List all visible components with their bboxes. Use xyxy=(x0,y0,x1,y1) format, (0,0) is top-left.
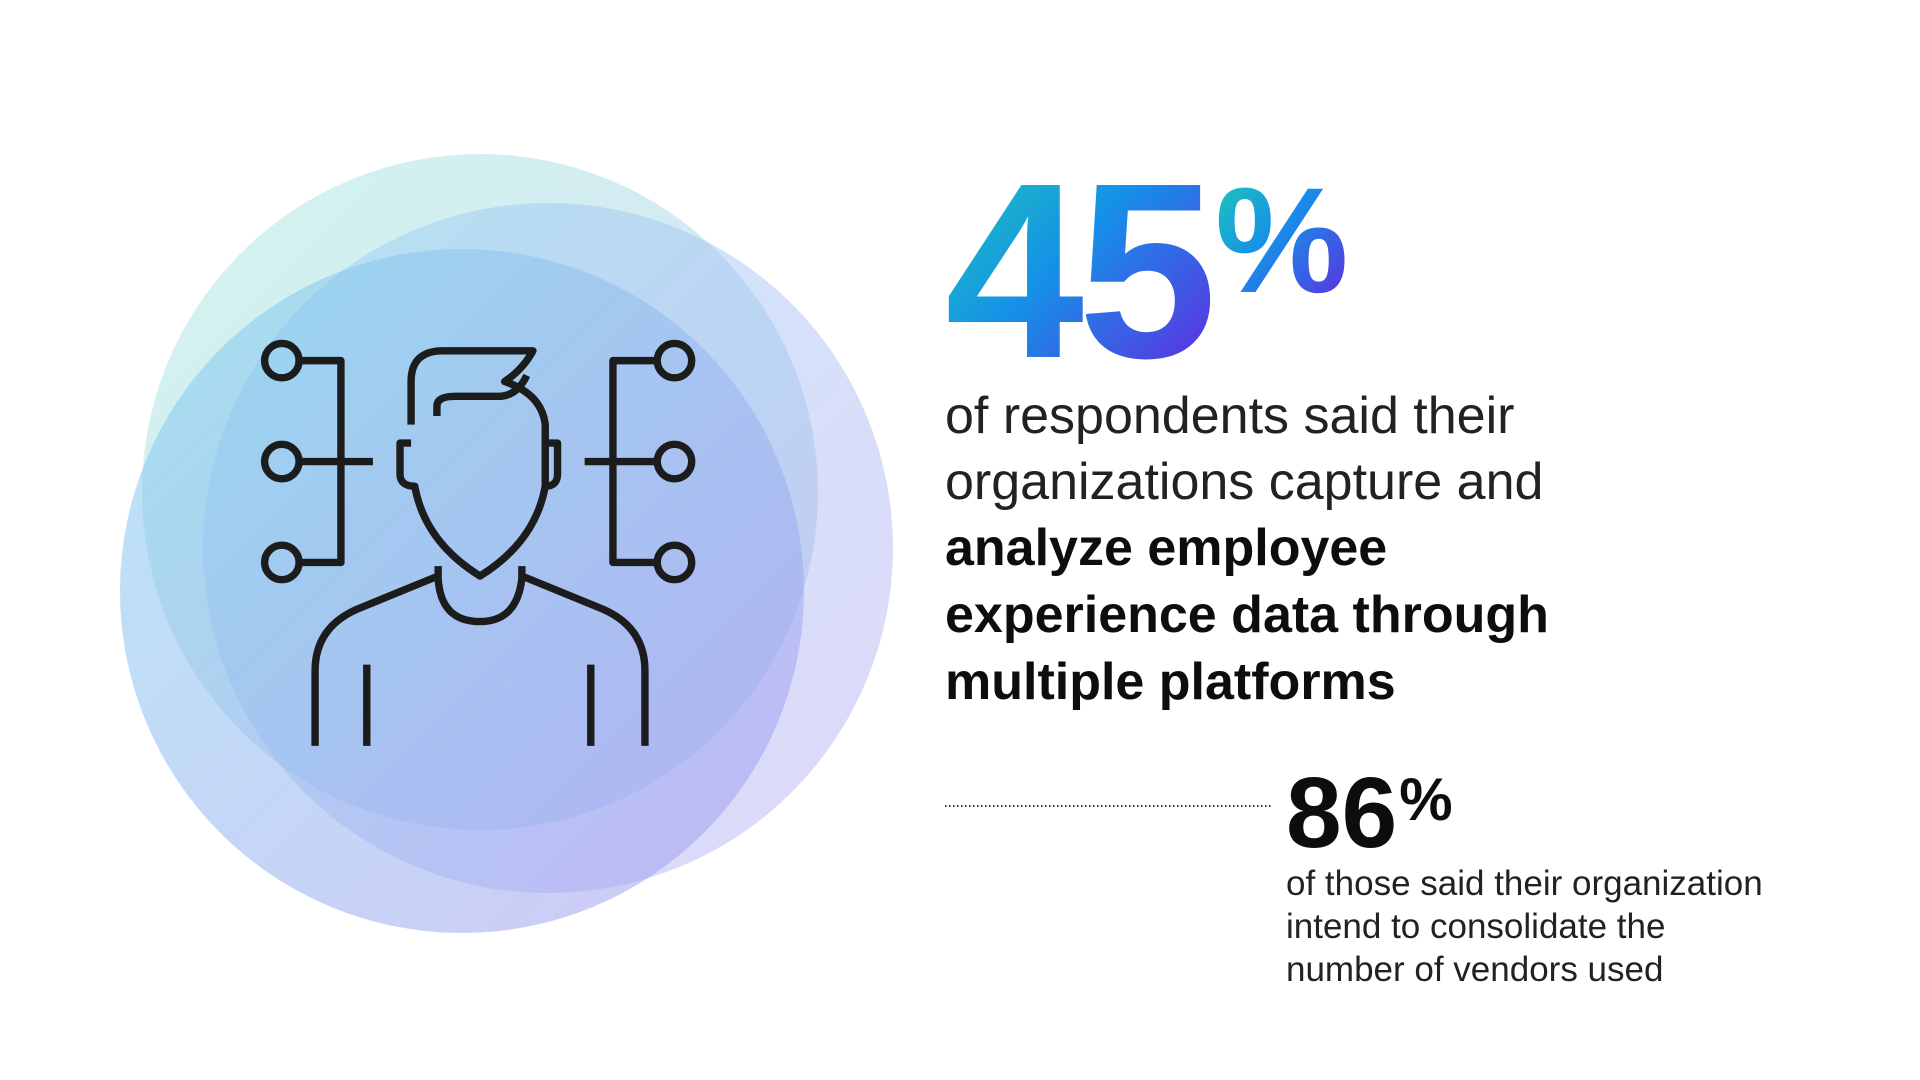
person-network-icon xyxy=(260,339,696,746)
description-bold-line: experience data through xyxy=(945,586,1549,644)
description: of respondents said their organizations c… xyxy=(945,387,1549,711)
description-line: of respondents said their xyxy=(945,387,1514,445)
description-line: organizations capture and xyxy=(945,453,1543,511)
headline-number: 45 xyxy=(945,131,1211,410)
secondary-line: number of vendors used xyxy=(1286,950,1663,989)
background-circles xyxy=(120,154,893,933)
secondary-symbol: % xyxy=(1399,766,1452,833)
secondary-line: intend to consolidate the xyxy=(1286,907,1665,946)
description-bold-line: multiple platforms xyxy=(945,653,1396,711)
circle xyxy=(120,249,804,933)
secondary-number: 86 xyxy=(1286,757,1397,869)
secondary-description: of those said their organization intend t… xyxy=(1286,864,1763,989)
description-bold-line: analyze employee xyxy=(945,519,1387,577)
headline-symbol: % xyxy=(1215,156,1348,324)
secondary-line: of those said their organization xyxy=(1286,864,1763,903)
